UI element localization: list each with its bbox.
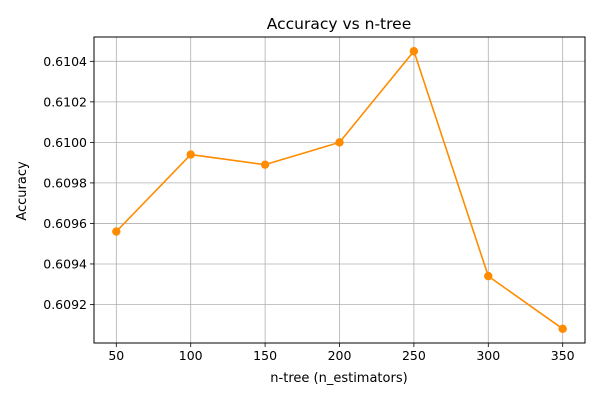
- grid: [94, 37, 585, 343]
- data-point: [186, 150, 195, 159]
- x-tick-label: 250: [402, 348, 426, 363]
- x-tick-label: 150: [253, 348, 277, 363]
- y-tick-label: 0.6096: [43, 216, 87, 231]
- data-point: [335, 138, 344, 147]
- x-tick-label: 50: [108, 348, 124, 363]
- ticks-layer: 50 100 150 200 250 300 350 0.6092 0.6094 0.6096 0.…: [43, 54, 574, 363]
- chart-title: Accuracy vs n-tree: [267, 15, 411, 33]
- x-tick-label: 350: [551, 348, 575, 363]
- x-axis-label: n-tree (n_estimators): [270, 371, 407, 386]
- x-tick-label: 100: [179, 348, 203, 363]
- y-tick-label: 0.6104: [43, 54, 87, 69]
- x-tick-label: 300: [476, 348, 500, 363]
- data-point: [484, 271, 493, 281]
- data-point: [112, 227, 121, 236]
- x-tick-label: 200: [328, 348, 352, 363]
- series-layer: [112, 46, 567, 334]
- data-point: [409, 46, 419, 56]
- y-tick-label: 0.6102: [43, 94, 87, 109]
- y-axis-label: Accuracy: [15, 161, 30, 221]
- data-point: [260, 160, 270, 169]
- y-tick-label: 0.6100: [43, 135, 87, 150]
- y-tick-label: 0.6094: [43, 256, 87, 271]
- y-tick-label: 0.6092: [43, 297, 87, 312]
- y-tick-label: 0.6098: [43, 175, 87, 190]
- data-point: [558, 324, 567, 334]
